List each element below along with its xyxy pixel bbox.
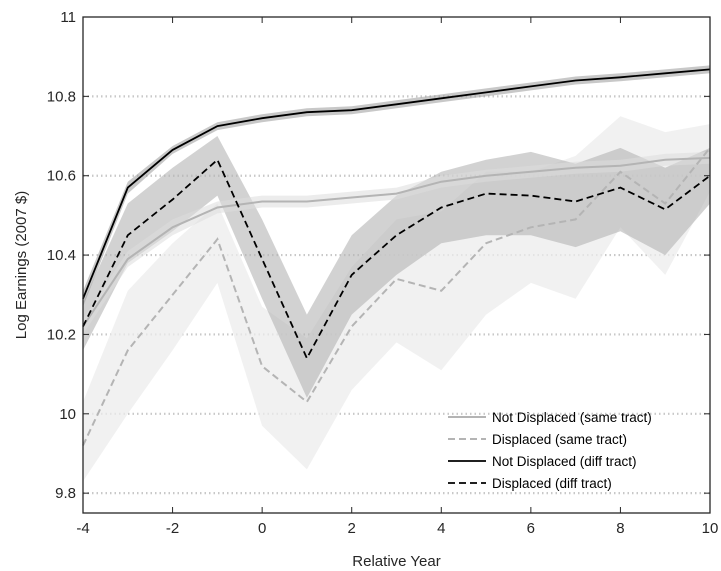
confidence-bands: [83, 65, 710, 482]
y-tick-label: 10.8: [47, 88, 76, 105]
legend-label-4: Displaced (diff tract): [492, 476, 612, 491]
y-tick-label: 10.6: [47, 168, 76, 185]
x-tick-label: 4: [437, 520, 445, 537]
x-tick-label: 0: [258, 520, 266, 537]
y-tick-label: 11: [60, 9, 76, 26]
series-line-2: [82, 147, 711, 446]
axis-ticks: -4 -2 0 2 4 6 8 10 9.8 10 10.2 10.4 10.6 10.8 11: [47, 9, 719, 537]
x-tick-label: 6: [527, 520, 535, 537]
x-tick-label: 10: [702, 520, 719, 537]
series-line-3: [82, 68, 711, 300]
x-tick-label: 2: [348, 520, 356, 537]
series-lines: [82, 68, 711, 446]
x-axis-label: Relative Year: [352, 553, 440, 570]
legend-label-1: Not Displaced (same tract): [492, 410, 652, 425]
legend-label-3: Not Displaced (diff tract): [492, 454, 637, 469]
y-axis-label: Log Earnings (2007 $): [13, 191, 30, 339]
legend: Not Displaced (same tract) Displaced (sam…: [448, 410, 652, 491]
legend-label-2: Displaced (same tract): [492, 432, 627, 447]
x-tick-label: -4: [76, 520, 89, 537]
y-tick-label: 9.8: [55, 485, 76, 502]
confidence-band-1: [83, 151, 710, 335]
series-line-4: [82, 158, 711, 361]
series-line-1: [82, 156, 711, 328]
x-tick-label: 8: [616, 520, 624, 537]
confidence-band-3: [83, 65, 710, 307]
y-tick-label: 10: [59, 406, 76, 423]
y-tick-label: 10.4: [47, 247, 76, 264]
y-tick-label: 10.2: [47, 326, 76, 343]
x-tick-label: -2: [166, 520, 179, 537]
plot-area-frame: [82, 16, 711, 514]
